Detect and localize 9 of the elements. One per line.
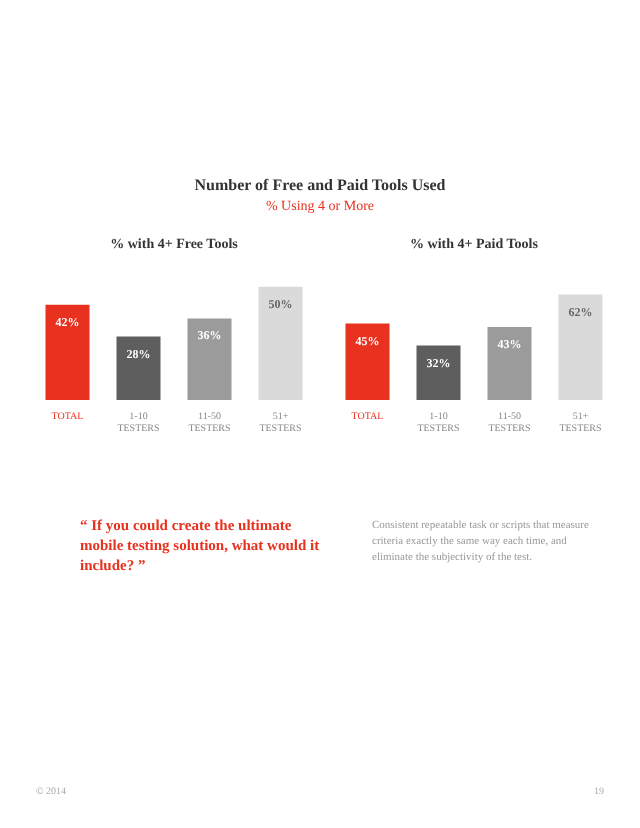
bar <box>187 318 232 400</box>
bar <box>45 304 90 400</box>
bar <box>258 286 303 400</box>
bar <box>116 336 161 400</box>
bar <box>487 326 532 400</box>
bar <box>416 345 461 400</box>
bar <box>558 294 603 400</box>
text: Number of Free and Paid Tools Used <box>192 176 448 194</box>
bar <box>345 323 390 400</box>
